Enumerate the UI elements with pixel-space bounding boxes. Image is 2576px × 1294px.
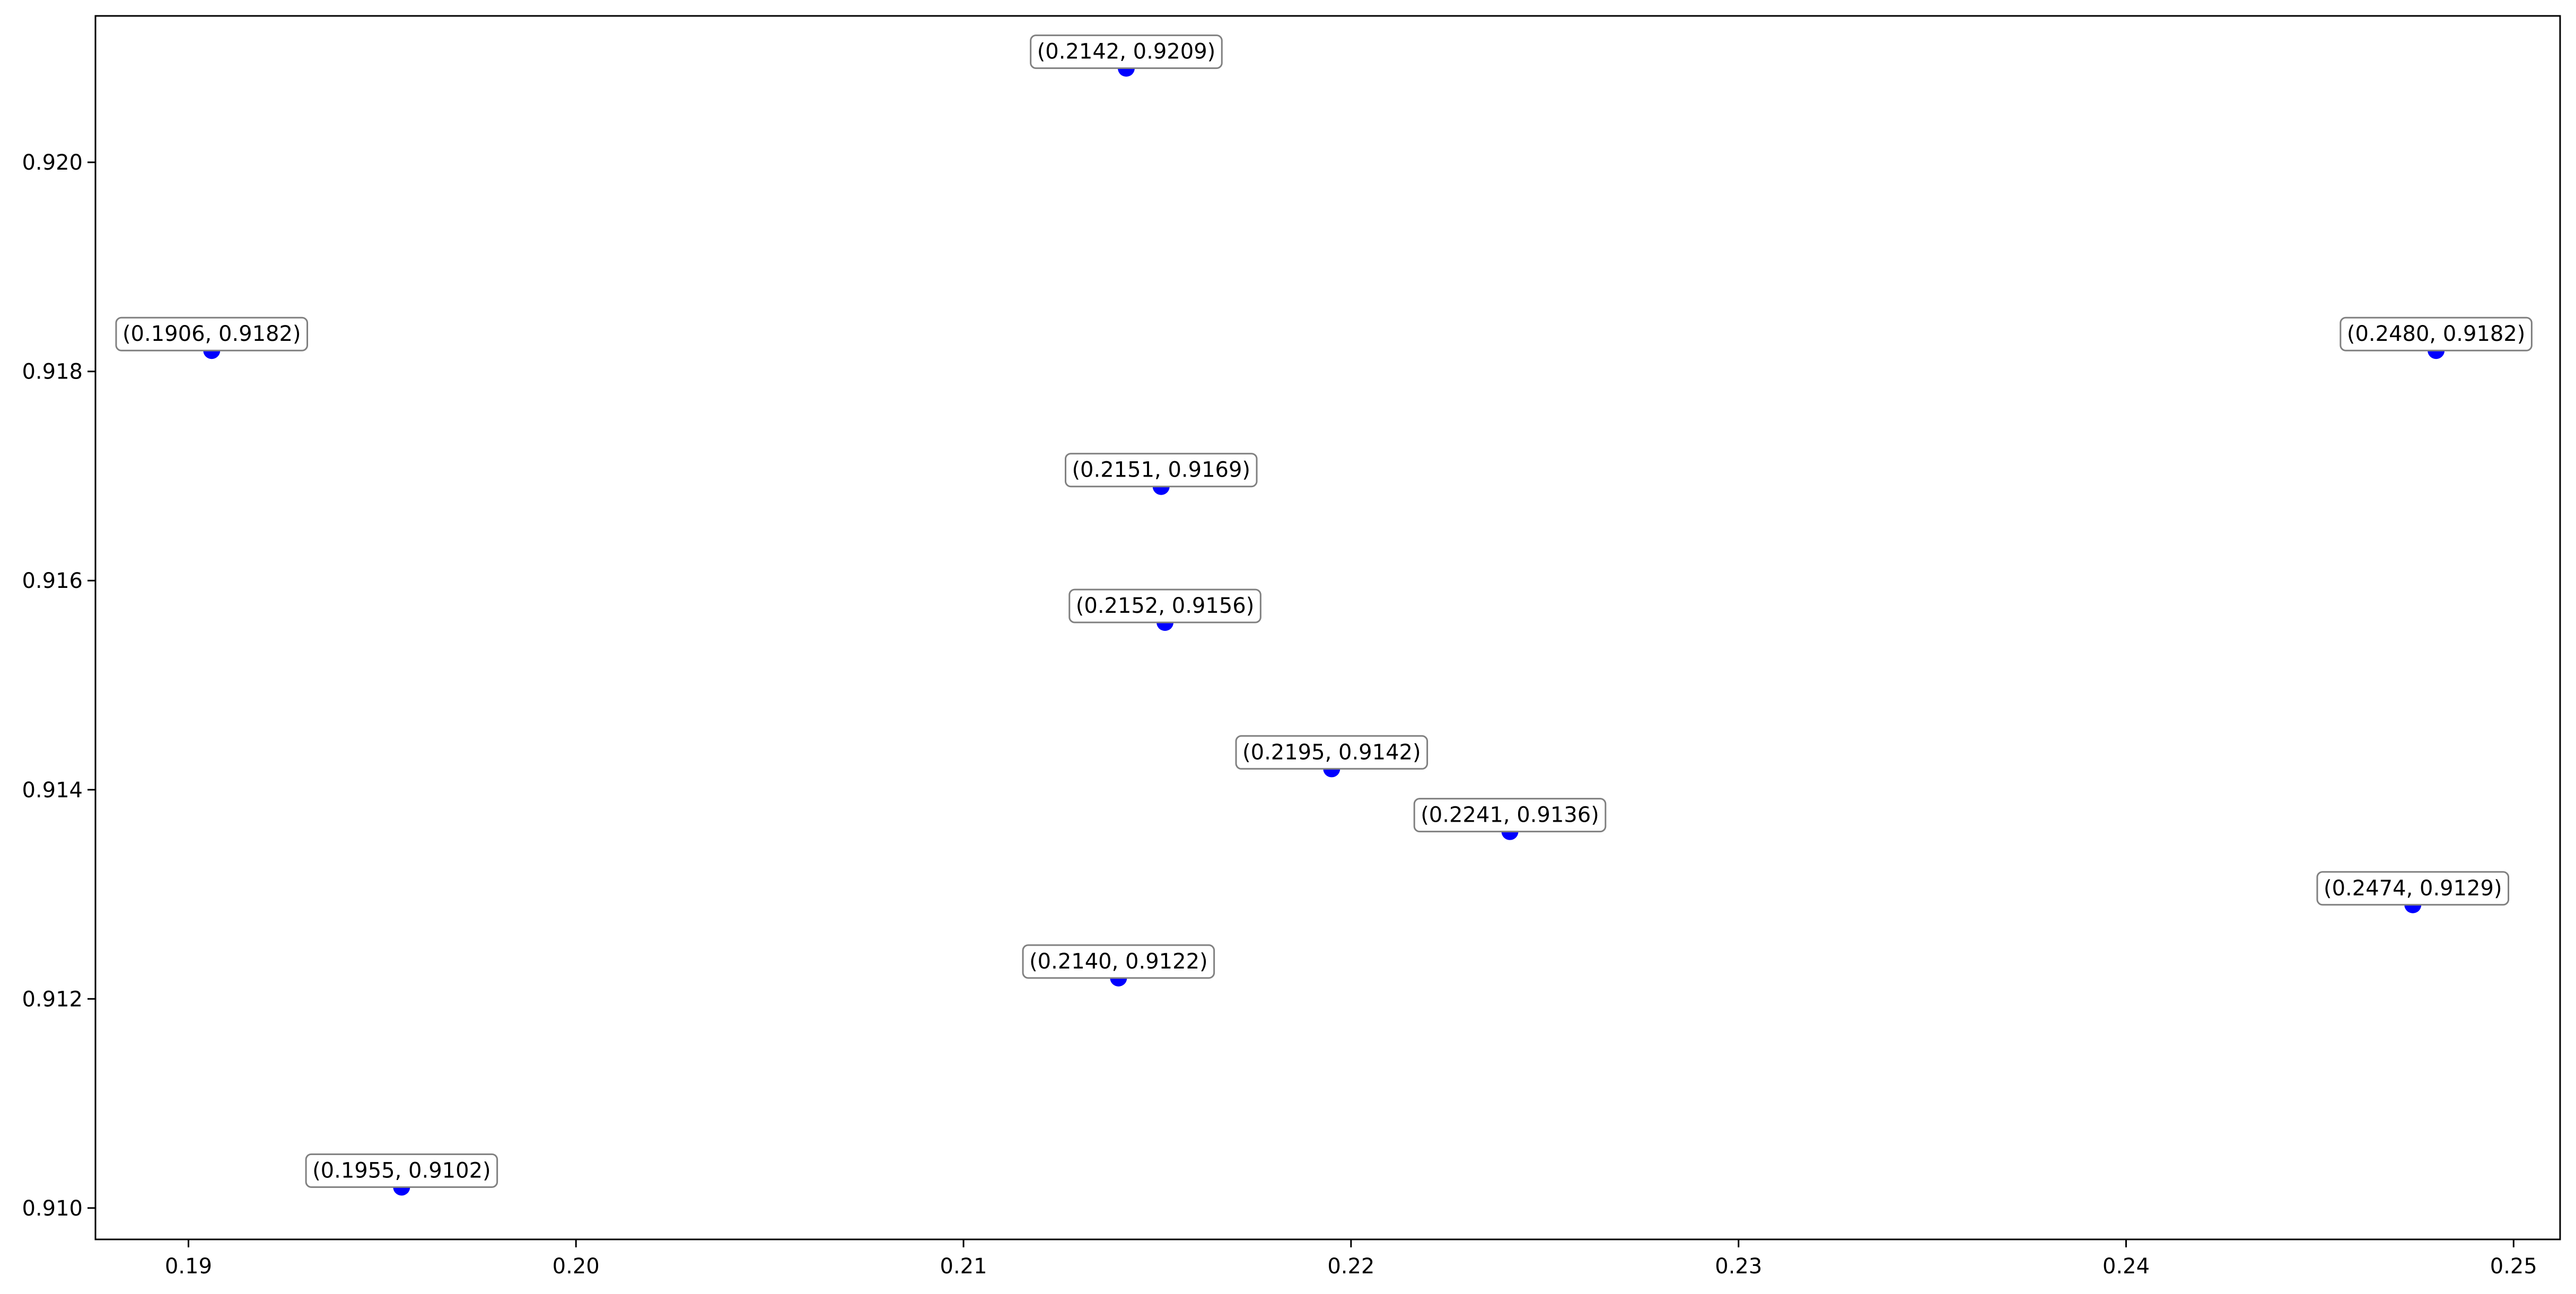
point-label-text: (0.1906, 0.9182) <box>122 322 301 346</box>
point-label-text: (0.2140, 0.9122) <box>1029 949 1208 974</box>
point-label: (0.2140, 0.9122) <box>1022 944 1215 979</box>
point-label: (0.2151, 0.9169) <box>1064 453 1258 488</box>
x-tick-label: 0.25 <box>2490 1254 2537 1279</box>
point-label-text: (0.2195, 0.9142) <box>1242 740 1421 764</box>
x-tick-label: 0.24 <box>2102 1254 2150 1279</box>
point-label-text: (0.2241, 0.9136) <box>1421 803 1599 828</box>
point-label: (0.2480, 0.9182) <box>2340 316 2533 351</box>
y-axis-ticks: 0.910 0.912 0.914 0.916 0.918 0.920 <box>22 151 95 1221</box>
point-label-box <box>2340 316 2533 351</box>
y-tick-label: 0.914 <box>22 778 83 803</box>
point-label: (0.2152, 0.9156) <box>1068 588 1261 623</box>
point-labels: (0.2142, 0.9209) (0.1906, 0.9182) (0.2480,… <box>115 34 2533 1188</box>
y-tick-label: 0.910 <box>22 1196 83 1221</box>
y-tick-label: 0.912 <box>22 987 83 1011</box>
point-label: (0.1955, 0.9102) <box>305 1153 498 1188</box>
plot-area-frame <box>94 15 2561 1240</box>
point-label-box <box>1022 944 1215 979</box>
point-label-text: (0.2152, 0.9156) <box>1076 594 1255 618</box>
point-label: (0.2142, 0.9209) <box>1030 34 1223 69</box>
point-label-box <box>1068 588 1261 623</box>
x-axis-ticks: 0.19 0.20 0.21 0.22 0.23 0.24 0.25 <box>165 1239 2537 1279</box>
x-tick-label: 0.19 <box>165 1254 212 1279</box>
point-label-text: (0.2151, 0.9169) <box>1072 458 1250 482</box>
point-label: (0.2241, 0.9136) <box>1413 798 1607 833</box>
point-label-box <box>115 316 309 351</box>
point-label-box <box>1235 735 1429 770</box>
point-label-box <box>305 1153 498 1188</box>
point-label-box <box>1064 453 1258 488</box>
x-tick-label: 0.22 <box>1327 1254 1374 1279</box>
point-label-box <box>1030 34 1223 69</box>
point-label: (0.2474, 0.9129) <box>2316 871 2510 906</box>
y-tick-label: 0.920 <box>22 151 83 175</box>
x-tick-label: 0.20 <box>553 1254 600 1279</box>
point-label-text: (0.2474, 0.9129) <box>2324 876 2502 901</box>
point-label-box <box>2316 871 2510 906</box>
y-tick-label: 0.918 <box>22 360 83 384</box>
point-label-box <box>1413 798 1607 833</box>
point-label-text: (0.2480, 0.9182) <box>2347 322 2526 346</box>
point-label-text: (0.1955, 0.9102) <box>312 1158 491 1183</box>
point-label: (0.2195, 0.9142) <box>1235 735 1429 770</box>
x-tick-label: 0.21 <box>940 1254 987 1279</box>
point-label: (0.1906, 0.9182) <box>115 316 309 351</box>
point-label-text: (0.2142, 0.9209) <box>1037 40 1216 64</box>
y-tick-label: 0.916 <box>22 569 83 593</box>
x-tick-label: 0.23 <box>1715 1254 1762 1279</box>
